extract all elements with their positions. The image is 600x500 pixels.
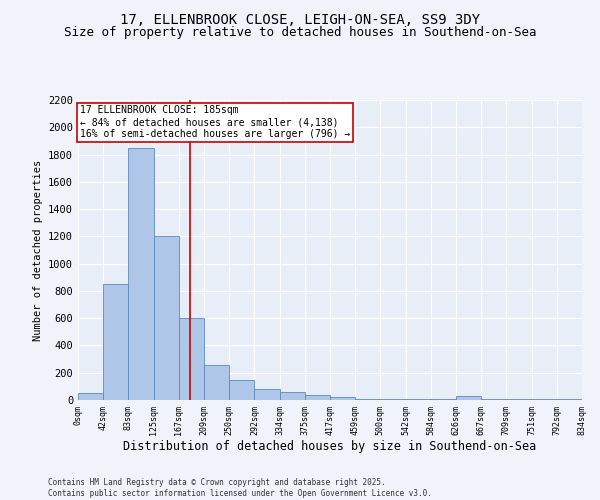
Text: 17 ELLENBROOK CLOSE: 185sqm
← 84% of detached houses are smaller (4,138)
16% of : 17 ELLENBROOK CLOSE: 185sqm ← 84% of det… bbox=[80, 106, 350, 138]
Text: Contains HM Land Registry data © Crown copyright and database right 2025.
Contai: Contains HM Land Registry data © Crown c… bbox=[48, 478, 432, 498]
X-axis label: Distribution of detached houses by size in Southend-on-Sea: Distribution of detached houses by size … bbox=[124, 440, 536, 454]
Bar bbox=[103, 284, 128, 400]
Bar bbox=[254, 389, 280, 400]
Bar bbox=[229, 380, 254, 400]
Bar bbox=[154, 236, 179, 400]
Text: 17, ELLENBROOK CLOSE, LEIGH-ON-SEA, SS9 3DY: 17, ELLENBROOK CLOSE, LEIGH-ON-SEA, SS9 … bbox=[120, 12, 480, 26]
Bar bbox=[179, 318, 205, 400]
Bar bbox=[305, 394, 330, 400]
Text: Size of property relative to detached houses in Southend-on-Sea: Size of property relative to detached ho… bbox=[64, 26, 536, 39]
Bar bbox=[78, 393, 103, 400]
Bar bbox=[457, 396, 481, 400]
Bar bbox=[128, 148, 154, 400]
Bar bbox=[205, 364, 229, 400]
Y-axis label: Number of detached properties: Number of detached properties bbox=[32, 160, 43, 340]
Bar bbox=[355, 398, 380, 400]
Bar bbox=[280, 392, 305, 400]
Bar bbox=[330, 398, 355, 400]
